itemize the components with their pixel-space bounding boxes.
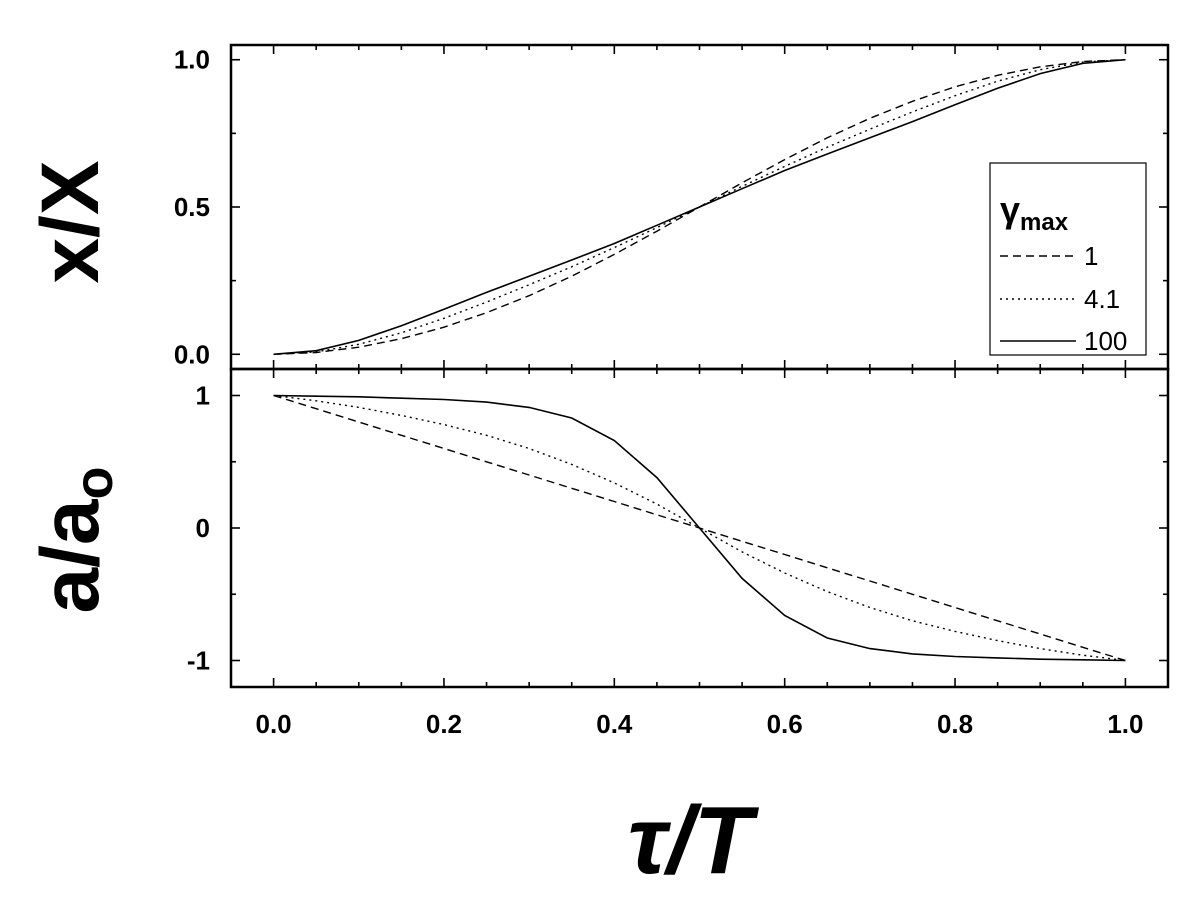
bottom-ylabel: a/ao [25,467,124,614]
series-line-4-1 [273,59,1126,355]
series-line-100 [273,394,1126,662]
y-tick-label: 0.0 [174,339,210,369]
legend-title-subscript: max [1020,209,1069,236]
x-tick-label: 0.0 [256,709,292,739]
bottom-ylabel-main: a/a [25,498,116,613]
bottom-xlabel: τ/T [628,787,760,894]
top-tick-marks [231,45,1168,369]
x-tick-label: 1.0 [1107,709,1143,739]
bottom-ytick-labels: -1 0 1 [187,381,210,676]
y-tick-label: -1 [187,646,210,676]
bottom-xtick-labels: 0.0 0.2 0.4 0.6 0.8 1.0 [256,709,1144,739]
x-tick-label: 0.4 [596,709,633,739]
top-ytick-labels: 0.0 0.5 1.0 [174,45,210,370]
x-tick-label: 0.6 [767,709,803,739]
legend-label: 1 [1084,241,1098,271]
bottom-series [273,394,1126,662]
legend-title: γmax [1000,189,1069,236]
x-tick-label: 0.2 [426,709,462,739]
legend: γmax 1 4.1 100 [989,162,1147,356]
legend-box [989,162,1147,356]
y-tick-label: 0 [196,513,210,543]
bottom-panel: -1 0 1 0.0 0.2 0.4 0.6 0.8 1.0 a/ao τ/T [25,367,1170,894]
y-tick-label: 0.5 [174,192,210,222]
legend-label: 100 [1084,326,1127,356]
x-tick-label: 0.8 [937,709,973,739]
bottom-ylabel-subscript: o [64,467,124,500]
legend-title-symbol: γ [1000,189,1020,230]
bottom-tick-marks [231,369,1168,687]
y-tick-label: 1.0 [174,45,210,75]
y-tick-label: 1 [196,381,210,411]
series-line-100 [273,58,1126,356]
legend-label: 4.1 [1084,284,1120,314]
top-ylabel: x/X [25,160,116,283]
top-series [273,58,1126,356]
top-panel: 0.0 0.5 1.0 x/X γmax 1 4.1 100 [25,43,1170,371]
legend-entries: 1 4.1 100 [1000,241,1127,356]
